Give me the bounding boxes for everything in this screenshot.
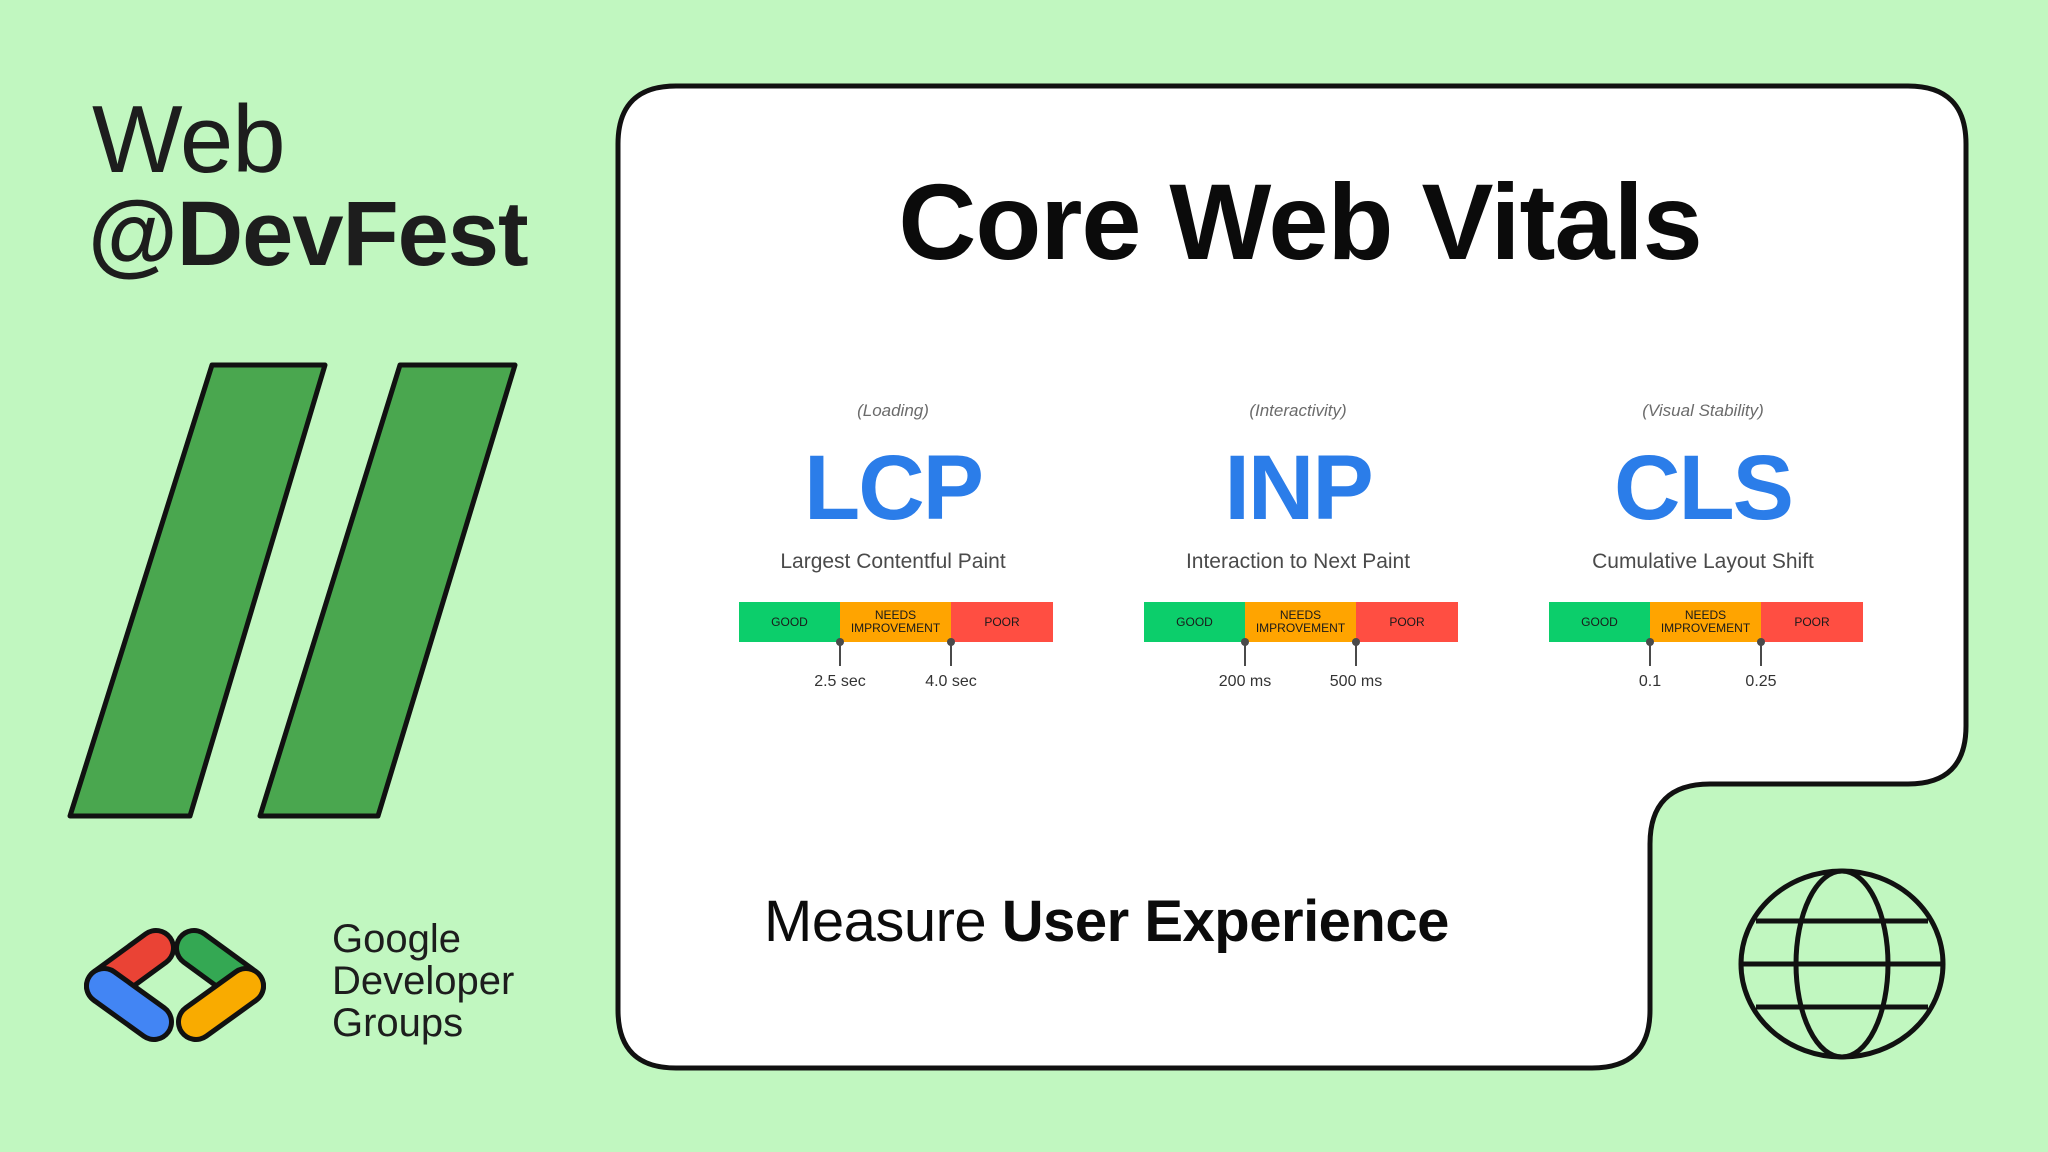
gdg-logo-icon [84,928,266,1042]
segment-poor: POOR [951,602,1053,642]
threshold-tick [947,638,955,666]
threshold-label: 500 ms [1329,673,1383,690]
threshold-tick [1241,638,1249,666]
segment-poor: POOR [1356,602,1458,642]
gdg-line-groups: Groups [332,1001,464,1045]
threshold-bar: GOOD NEEDS IMPROVEMENT POOR [1144,602,1458,642]
threshold-tick [1646,638,1654,666]
segment-poor: POOR [1761,602,1863,642]
threshold-label: 4.0 sec [925,673,977,690]
metric-cls: (Visual Stability) CLS Cumulative Layout… [1543,400,1863,690]
threshold-label: 2.5 sec [814,673,866,690]
threshold-label: 0.25 [1745,673,1777,690]
threshold-label: 200 ms [1218,673,1272,690]
metric-category: (Interactivity) [1249,401,1347,420]
threshold-tick [836,638,844,666]
metric-abbr: INP [1224,437,1373,539]
metric-abbr: CLS [1614,437,1794,539]
segment-needs-improvement: NEEDS IMPROVEMENT [1245,602,1356,642]
threshold-bar: GOOD NEEDS IMPROVEMENT POOR [1549,602,1863,642]
segment-needs-improvement: NEEDS IMPROVEMENT [1650,602,1761,642]
double-slash-graphic [67,362,518,819]
metric-abbr: LCP [804,437,984,539]
metric-category: (Visual Stability) [1642,401,1764,420]
threshold-label: 0.1 [1638,673,1662,690]
brand-web: Web [92,86,286,193]
segment-needs-improvement: NEEDS IMPROVEMENT [840,602,951,642]
gdg-wordmark: Google Developer Groups [332,918,514,1044]
globe-icon [1738,868,1946,1060]
metric-full-name: Largest Contentful Paint [780,550,1006,573]
metric-inp: (Interactivity) INP Interaction to Next … [1138,400,1458,690]
card-title: Core Web Vitals [898,161,1702,282]
brand-devfest: @DevFest [88,183,529,285]
metric-full-name: Interaction to Next Paint [1185,550,1411,573]
threshold-bar: GOOD NEEDS IMPROVEMENT POOR [739,602,1053,642]
segment-good: GOOD [1144,602,1245,642]
segment-good: GOOD [739,602,840,642]
gdg-line-developer: Developer [332,959,515,1003]
metric-lcp: (Loading) LCP Largest Contentful Paint G… [733,400,1053,690]
threshold-tick [1757,638,1765,666]
tagline: Measure User Experience [764,888,1449,955]
gdg-line-google: Google [332,917,461,961]
tagline-regular: Measure [764,889,1002,954]
metric-full-name: Cumulative Layout Shift [1592,550,1814,573]
metric-category: (Loading) [857,401,929,420]
segment-good: GOOD [1549,602,1650,642]
tagline-bold: User Experience [1001,889,1450,954]
threshold-tick [1352,638,1360,666]
